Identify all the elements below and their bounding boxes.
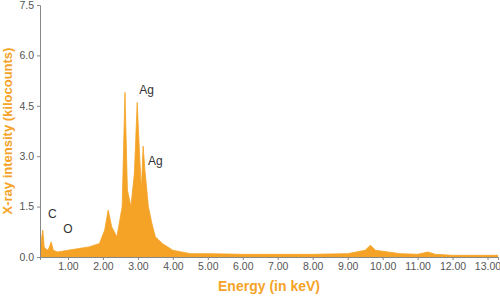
y-tick-mark [37,207,40,208]
plot-area [40,92,498,257]
x-tick-label: 13.00 [475,260,500,272]
y-tick: 0.0 [19,251,40,263]
y-tick-mark [37,156,40,157]
chart: 1.00 2.00 3.00 4.00 5.00 6.00 7.00 8.00 9.00 10.0… [0,0,500,297]
x-tick-label: 11.00 [405,260,431,272]
y-tick: 1.5 [19,200,40,212]
y-tick: 4.5 [19,100,40,112]
x-tick: 6.00 [233,257,254,272]
y-tick-mark [37,257,40,258]
y-tick-mark [37,5,40,6]
y-tick-label: 4.5 [19,100,34,112]
peak-label: O [63,222,72,236]
y-tick: 6.0 [19,49,40,61]
y-tick-mark [37,106,40,107]
peak-label: Ag [139,83,154,97]
x-tick: 10.00 [370,257,396,272]
x-axis-title: Energy (in keV) [218,278,320,294]
peak-label: C [48,207,57,221]
x-tick-label: 9.00 [338,260,359,272]
x-tick-label: 4.00 [163,260,184,272]
x-tick: 3.00 [128,257,149,272]
y-axis: 0.0 1.5 3.0 4.5 6.0 7.5 [19,0,40,263]
x-tick: 5.00 [198,257,219,272]
x-tick: 1.00 [58,257,79,272]
x-tick-label: 7.00 [268,260,289,272]
x-tick: 13.00 [475,257,500,272]
y-tick: 7.5 [19,0,40,11]
y-tick-mark [37,55,40,56]
annotations: CO Ag Ag [48,83,163,236]
y-tick-label: 6.0 [19,49,34,61]
x-tick: 2.00 [93,257,114,272]
y-tick-label: 7.5 [19,0,34,11]
spectrum-area [40,92,498,257]
y-tick: 3.0 [19,150,40,162]
y-tick-label: 1.5 [19,200,34,212]
x-tick-label: 1.00 [58,260,79,272]
x-tick: 12.00 [440,257,466,272]
x-tick: 11.00 [405,257,431,272]
peak-label: Ag [148,154,163,168]
x-tick-label: 6.00 [233,260,254,272]
y-tick-label: 3.0 [19,150,34,162]
x-tick-label: 2.00 [93,260,114,272]
x-tick-label: 5.00 [198,260,219,272]
y-tick-label: 0.0 [19,251,34,263]
x-tick: 4.00 [163,257,184,272]
x-tick: 8.00 [303,257,324,272]
x-tick-label: 3.00 [128,260,149,272]
x-tick-label: 8.00 [303,260,324,272]
y-axis-title: X-ray intensity (kilocounts) [0,48,15,215]
y-axis-line [37,6,41,258]
x-tick-label: 12.00 [440,260,466,272]
x-tick: 7.00 [268,257,289,272]
x-tick-label: 10.00 [370,260,396,272]
x-axis: 1.00 2.00 3.00 4.00 5.00 6.00 7.00 8.00 9.00 10.0… [41,257,500,272]
x-tick: 9.00 [338,257,359,272]
